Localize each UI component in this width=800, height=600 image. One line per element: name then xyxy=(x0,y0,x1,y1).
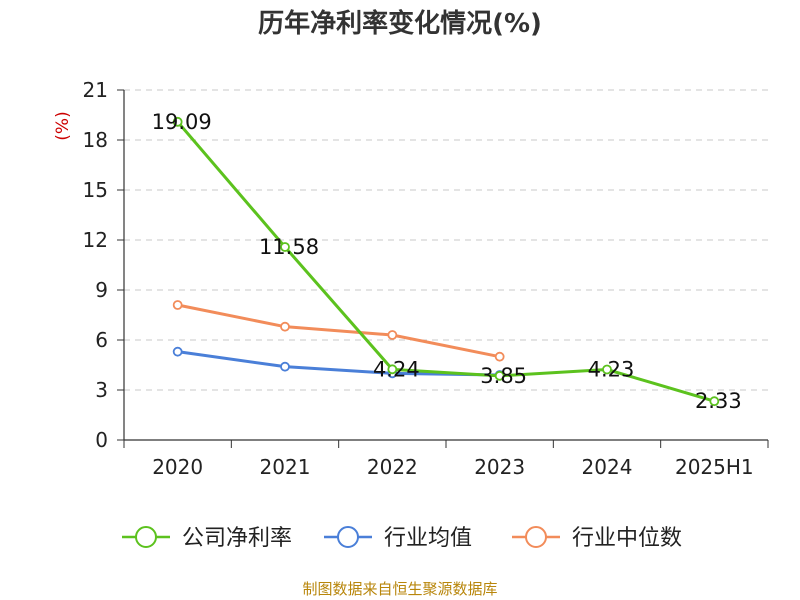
data-point[interactable] xyxy=(172,346,183,357)
y-tick-label: 3 xyxy=(95,378,108,402)
data-label: 2.33 xyxy=(695,389,742,413)
data-point[interactable] xyxy=(494,370,505,381)
data-label: 3.85 xyxy=(480,364,527,388)
data-point[interactable] xyxy=(172,116,183,127)
y-tick-label: 18 xyxy=(83,128,108,152)
source-note: 制图数据来自恒生聚源数据库 xyxy=(302,580,497,598)
legend-label: 行业均值 xyxy=(384,526,472,551)
data-label: 4.24 xyxy=(373,357,420,381)
series-line-1 xyxy=(176,350,502,377)
series-line-0 xyxy=(176,120,716,403)
grid-lines xyxy=(124,89,768,391)
x-tick-label: 2024 xyxy=(582,455,633,479)
data-label: 19.09 xyxy=(152,110,212,134)
data-point[interactable] xyxy=(280,321,290,332)
data-label: 11.58 xyxy=(259,235,319,259)
data-point[interactable] xyxy=(602,364,612,375)
y-tick-label: 6 xyxy=(95,328,108,352)
legend-item-0[interactable]: 公司净利率 xyxy=(122,526,292,551)
legend-label: 公司净利率 xyxy=(182,526,292,551)
y-tick-label: 15 xyxy=(83,178,108,202)
x-tick-label: 2020 xyxy=(152,455,203,479)
data-label: 4.23 xyxy=(588,358,635,382)
y-tick-label: 0 xyxy=(95,428,108,452)
legend-marker xyxy=(135,526,157,548)
legend-item-1[interactable]: 行业均值 xyxy=(324,526,472,551)
data-point[interactable] xyxy=(387,364,398,375)
data-point[interactable] xyxy=(387,330,398,340)
data-point[interactable] xyxy=(280,361,290,372)
y-tick-label: 21 xyxy=(83,78,108,102)
data-point[interactable] xyxy=(709,396,720,407)
series-line-2 xyxy=(176,303,502,359)
x-tick-label: 2022 xyxy=(367,455,418,479)
series-group xyxy=(172,116,720,407)
x-tick-label: 2025H1 xyxy=(675,455,754,479)
data-labels: 19.09 11.58 4.24 3.85 4.23 2.33 xyxy=(152,110,742,413)
data-point[interactable] xyxy=(172,300,183,310)
legend[interactable]: 公司净利率 行业均值 行业中位数 xyxy=(122,526,682,551)
y-tick-label: 9 xyxy=(95,278,108,302)
legend-marker xyxy=(525,526,547,548)
legend-marker xyxy=(337,526,359,548)
legend-item-2[interactable]: 行业中位数 xyxy=(512,526,682,551)
y-tick-label: 12 xyxy=(83,228,108,252)
chart-title: 历年净利率变化情况(%) xyxy=(258,8,542,39)
y-axis-label: (%) xyxy=(53,111,73,140)
x-tick-label: 2021 xyxy=(260,455,311,479)
x-tick-labels: 2020 2021 2022 2023 2024 2025H1 xyxy=(152,455,753,479)
axes xyxy=(117,89,769,448)
data-point[interactable] xyxy=(494,351,505,362)
series-2 xyxy=(172,300,505,362)
legend-label: 行业中位数 xyxy=(572,526,682,551)
y-tick-labels: 0 3 6 9 12 15 18 21 xyxy=(83,78,108,452)
data-point[interactable] xyxy=(280,242,290,252)
series-0 xyxy=(172,116,720,407)
x-tick-label: 2023 xyxy=(474,455,525,479)
